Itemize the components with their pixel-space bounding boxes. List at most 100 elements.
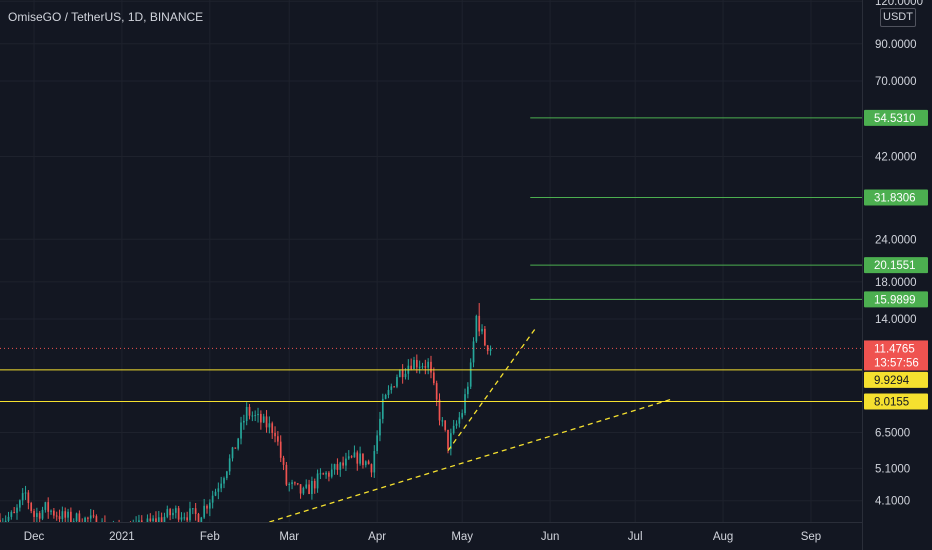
candle-body bbox=[455, 423, 458, 426]
candle-body bbox=[311, 480, 313, 495]
candle-body bbox=[200, 517, 203, 522]
x-tick-label: Feb bbox=[200, 531, 220, 543]
candle-body bbox=[427, 361, 430, 368]
candle-body bbox=[401, 370, 404, 378]
candle-body bbox=[379, 418, 381, 436]
candle-body bbox=[447, 429, 449, 449]
candle-body bbox=[237, 438, 240, 449]
candle-body bbox=[384, 395, 387, 399]
candle-body bbox=[373, 451, 376, 473]
candle-body bbox=[92, 515, 95, 517]
candle-body bbox=[444, 420, 447, 430]
candle-body bbox=[157, 517, 160, 522]
candle-body bbox=[424, 366, 427, 368]
candle-body bbox=[243, 420, 245, 423]
candle-body bbox=[291, 482, 293, 485]
candle-body bbox=[438, 399, 441, 421]
candle-body bbox=[393, 386, 395, 388]
candle-body bbox=[260, 413, 262, 423]
candle-body bbox=[396, 377, 398, 387]
candle-body bbox=[104, 521, 106, 522]
candle-body bbox=[0, 519, 1, 522]
x-tick-label: Dec bbox=[24, 531, 45, 543]
candle-body bbox=[89, 515, 92, 519]
price-axis bbox=[862, 0, 932, 550]
candle-body bbox=[268, 423, 271, 428]
candle-body bbox=[421, 366, 424, 368]
y-tick-label: 4.1000 bbox=[875, 496, 910, 508]
candle-body bbox=[21, 493, 24, 501]
candle-body bbox=[277, 436, 279, 442]
y-tick-label: 14.0000 bbox=[875, 314, 917, 326]
candle-body bbox=[84, 517, 86, 522]
support-level-label-bg bbox=[864, 371, 928, 388]
candle-body bbox=[328, 472, 330, 477]
candle-body bbox=[4, 520, 7, 522]
candle-body bbox=[169, 509, 171, 516]
x-tick-label: 2021 bbox=[109, 531, 135, 543]
candle-body bbox=[257, 413, 259, 416]
candle-body bbox=[152, 518, 154, 522]
candle-body bbox=[467, 386, 469, 395]
candle-body bbox=[265, 416, 268, 428]
candle-body bbox=[166, 509, 169, 517]
candle-body bbox=[347, 456, 350, 459]
candle-body bbox=[271, 423, 274, 433]
level-labels: 54.5310 31.8306 20.1551 15.9899 9.9294 8.0155… bbox=[864, 109, 928, 410]
candle-body bbox=[333, 464, 336, 470]
candle-body bbox=[248, 406, 251, 416]
candle-body bbox=[36, 513, 38, 517]
candle-body bbox=[316, 473, 319, 489]
candle-body bbox=[274, 432, 276, 437]
countdown-label: 13:57:56 bbox=[874, 357, 919, 369]
candle-body bbox=[189, 508, 191, 521]
candle-body bbox=[452, 425, 455, 434]
candle-body bbox=[381, 398, 384, 419]
candle-body bbox=[288, 484, 291, 486]
candle-body bbox=[16, 507, 18, 513]
candle-body bbox=[296, 483, 299, 485]
support-level-label-bg bbox=[864, 393, 928, 410]
currency-button[interactable]: USDT bbox=[880, 8, 916, 27]
candle-body bbox=[55, 515, 58, 517]
x-tick-label: Mar bbox=[279, 531, 299, 543]
candle-body bbox=[362, 453, 364, 466]
x-tick-label: Jul bbox=[628, 531, 643, 543]
x-tick-label: Aug bbox=[713, 531, 733, 543]
target-level-label: 20.1551 bbox=[874, 260, 916, 272]
target-level-label: 54.5310 bbox=[874, 113, 916, 125]
candle-body bbox=[53, 510, 55, 516]
candle-body bbox=[262, 416, 265, 423]
candle-body bbox=[313, 480, 316, 489]
candle-body bbox=[172, 512, 174, 516]
candle-body bbox=[186, 517, 188, 521]
candle-body bbox=[67, 511, 69, 518]
candle-body bbox=[342, 462, 344, 466]
candle-body bbox=[282, 457, 285, 465]
candle-body bbox=[87, 517, 89, 519]
candle-body bbox=[472, 341, 475, 363]
candle-body bbox=[481, 328, 483, 332]
candle-body bbox=[217, 488, 220, 492]
candle-body bbox=[359, 453, 361, 464]
x-tick-label: Apr bbox=[368, 531, 386, 543]
target-level-label-bg bbox=[864, 189, 928, 206]
candle-body bbox=[206, 505, 208, 509]
candle-body bbox=[364, 461, 367, 466]
y-tick-label: 6.5000 bbox=[875, 428, 910, 440]
candle-body bbox=[138, 520, 140, 522]
x-tick-label: May bbox=[451, 531, 473, 543]
trendlines bbox=[269, 327, 673, 522]
trendline bbox=[269, 398, 673, 522]
candle-body bbox=[489, 348, 492, 351]
candle-body bbox=[319, 473, 322, 475]
y-tick-label: 5.1000 bbox=[875, 463, 910, 475]
candle-body bbox=[245, 406, 248, 421]
candle-body bbox=[211, 495, 214, 503]
candle-body bbox=[41, 509, 44, 519]
target-level-label-bg bbox=[864, 291, 928, 308]
candle-body bbox=[441, 420, 444, 422]
candle-body bbox=[418, 366, 421, 368]
candle-body bbox=[214, 491, 217, 496]
